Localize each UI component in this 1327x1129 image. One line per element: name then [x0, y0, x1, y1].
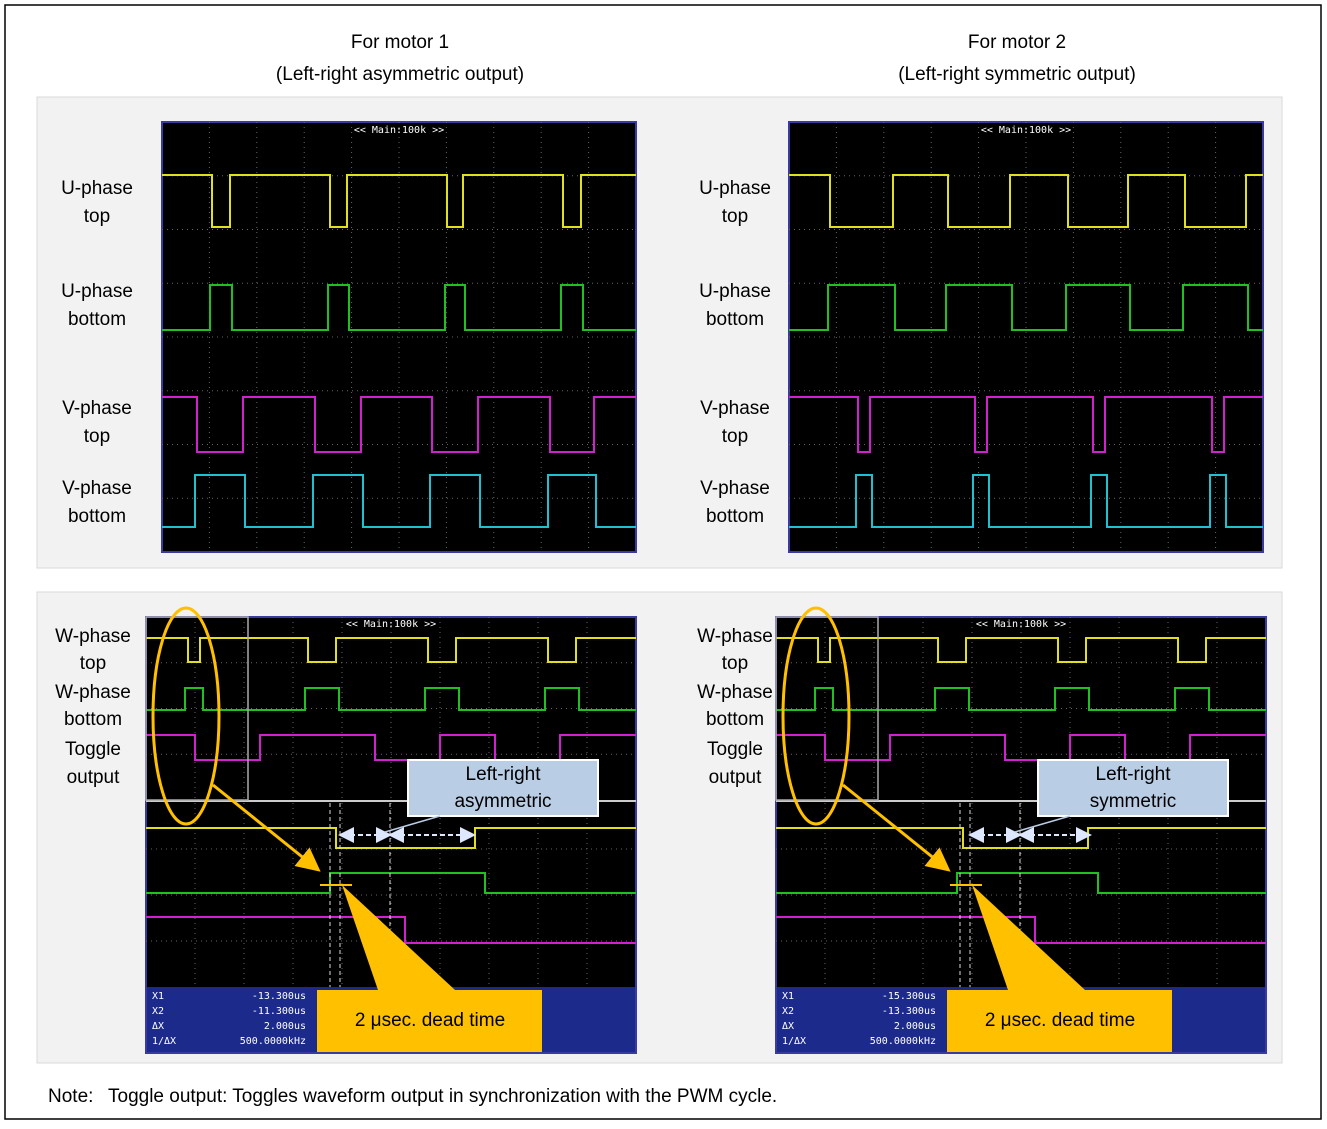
channel-label: bottom	[68, 309, 126, 330]
readout-key: X2	[152, 1006, 164, 1017]
channel-label: output	[709, 767, 763, 788]
channel-label: W-phase	[697, 682, 773, 703]
column-subtitle: (Left-right symmetric output)	[898, 64, 1136, 85]
note-text: Toggle output: Toggles waveform output i…	[108, 1086, 777, 1107]
channel-label: V-phase	[62, 478, 132, 499]
readout-key: ΔX	[152, 1021, 164, 1032]
channel-label: bottom	[68, 506, 126, 527]
callout-text: Left-right	[1096, 764, 1172, 785]
channel-label: top	[84, 426, 110, 447]
channel-label: V-phase	[700, 398, 770, 419]
channel-label: bottom	[706, 506, 764, 527]
column-title: For motor 2	[968, 32, 1066, 53]
channel-label: top	[80, 653, 106, 674]
channel-label: V-phase	[700, 478, 770, 499]
readout-key: X2	[782, 1006, 794, 1017]
channel-label: W-phase	[55, 682, 131, 703]
readout-value: 500.0000kHz	[870, 1036, 936, 1047]
channel-label: W-phase	[697, 626, 773, 647]
column-subtitle: (Left-right asymmetric output)	[276, 64, 524, 85]
readout-key: 1/ΔX	[782, 1036, 806, 1047]
channel-label: U-phase	[61, 178, 133, 199]
readout-value: 2.000us	[894, 1021, 936, 1032]
channel-label: top	[84, 206, 110, 227]
readout-value: 500.0000kHz	[240, 1036, 306, 1047]
channel-label: V-phase	[62, 398, 132, 419]
figure: For motor 1 (Left-right asymmetric output…	[0, 0, 1327, 1124]
channel-label: output	[67, 767, 121, 788]
callout-text: Left-right	[466, 764, 542, 785]
readout-key: X1	[782, 991, 794, 1002]
scope-header: << Main:100k >>	[354, 125, 444, 136]
callout-text: asymmetric	[454, 791, 551, 812]
channel-label: Toggle	[707, 739, 763, 760]
readout-value: 2.000us	[264, 1021, 306, 1032]
readout-value: -11.300us	[252, 1006, 306, 1017]
callout-text: symmetric	[1090, 791, 1177, 812]
column-title: For motor 1	[351, 32, 449, 53]
readout-value: -13.300us	[882, 1006, 936, 1017]
channel-label: bottom	[64, 709, 122, 730]
readout-value: -15.300us	[882, 991, 936, 1002]
channel-label: top	[722, 426, 748, 447]
channel-label: U-phase	[699, 178, 771, 199]
note-label: Note:	[48, 1086, 93, 1107]
channel-label: top	[722, 206, 748, 227]
channel-label: U-phase	[61, 281, 133, 302]
channel-label: W-phase	[55, 626, 131, 647]
readout-key: X1	[152, 991, 164, 1002]
readout-key: 1/ΔX	[152, 1036, 176, 1047]
channel-label: top	[722, 653, 748, 674]
channel-label: U-phase	[699, 281, 771, 302]
channel-label: bottom	[706, 309, 764, 330]
channel-label: bottom	[706, 709, 764, 730]
dead-time-label: 2 μsec. dead time	[355, 1010, 505, 1031]
readout-value: -13.300us	[252, 991, 306, 1002]
scope-header: << Main:100k >>	[981, 125, 1071, 136]
channel-label: Toggle	[65, 739, 121, 760]
scope-header: << Main:100k >>	[346, 619, 436, 630]
dead-time-label: 2 μsec. dead time	[985, 1010, 1135, 1031]
scope-header: << Main:100k >>	[976, 619, 1066, 630]
readout-key: ΔX	[782, 1021, 794, 1032]
